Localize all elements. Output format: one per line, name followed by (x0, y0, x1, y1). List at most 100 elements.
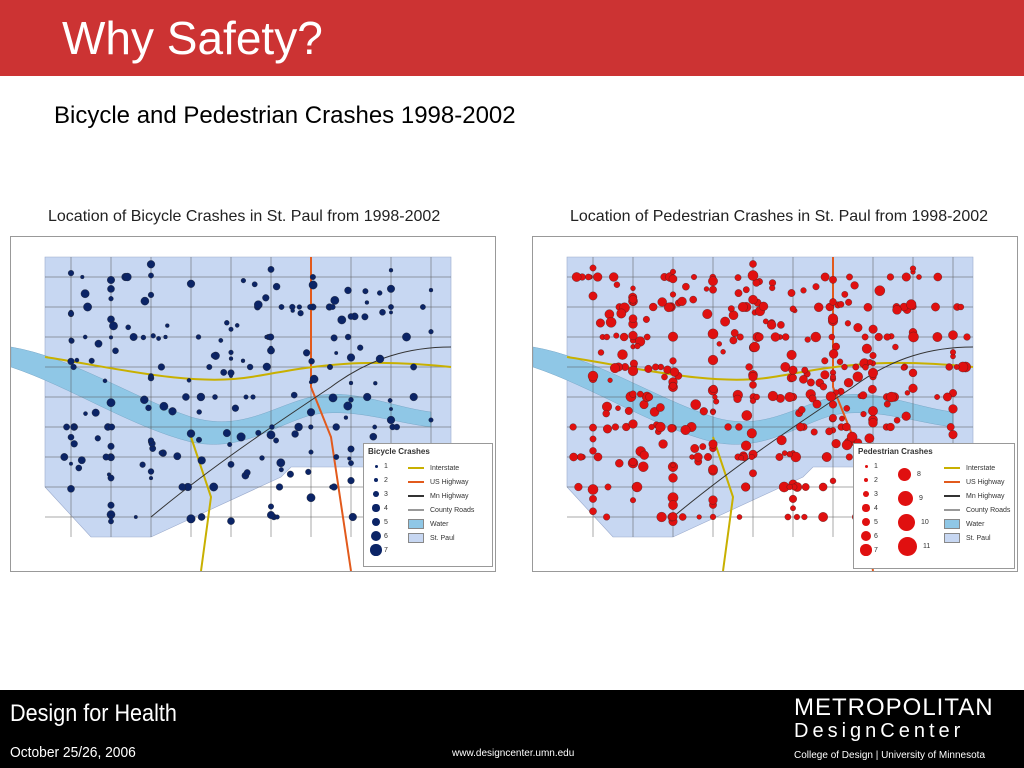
crash-marker (727, 305, 735, 313)
crash-marker (836, 358, 844, 365)
crash-marker (828, 349, 839, 359)
legend-line-swatch-icon (408, 481, 424, 483)
crash-marker (274, 514, 280, 520)
legend-marker-icon (898, 536, 917, 556)
legend-marker-icon (863, 477, 869, 483)
crash-marker (874, 332, 883, 342)
crash-marker (63, 423, 70, 431)
crash-marker (255, 429, 262, 436)
crash-marker (837, 301, 845, 308)
crash-marker (814, 302, 824, 312)
crash-marker (178, 483, 187, 491)
crash-marker (827, 313, 839, 324)
crash-marker (109, 321, 118, 331)
crash-marker (776, 435, 787, 446)
footer-url[interactable]: www.designcenter.umn.edu (452, 748, 575, 759)
crash-marker (347, 445, 355, 453)
crash-marker (186, 279, 196, 288)
crash-marker (628, 330, 638, 341)
crash-marker (308, 424, 314, 430)
legend-marker-icon (373, 491, 379, 497)
crash-marker (784, 513, 792, 521)
crash-marker (209, 482, 219, 492)
crash-marker (830, 373, 836, 380)
crash-marker (663, 302, 674, 313)
crash-marker (330, 334, 338, 342)
crash-marker (709, 384, 718, 393)
crash-marker (886, 273, 894, 281)
legend-size-row: 5 (860, 516, 878, 528)
crash-marker (140, 395, 149, 404)
crash-marker (649, 302, 658, 312)
crash-marker (629, 390, 637, 398)
legend-marker-icon (374, 464, 378, 468)
crash-marker (736, 333, 744, 341)
crash-marker (246, 363, 254, 371)
crash-marker (893, 417, 901, 424)
legend-line-label: US Highway (966, 478, 1005, 486)
legend-line-label: Interstate (966, 464, 996, 472)
crash-marker (80, 289, 90, 299)
crash-marker (682, 282, 690, 291)
crash-marker (708, 439, 718, 449)
crash-marker (123, 272, 132, 282)
crash-marker (428, 417, 434, 423)
crash-marker (818, 512, 828, 522)
crash-marker (934, 394, 940, 400)
crash-marker (861, 333, 869, 341)
crash-marker (186, 378, 192, 383)
crash-marker (845, 298, 853, 306)
crash-marker (296, 304, 302, 310)
crash-marker (946, 423, 955, 431)
crash-marker (375, 354, 385, 364)
crash-marker (593, 272, 603, 282)
crash-marker (820, 272, 830, 282)
legend-line-row: Interstate (408, 462, 459, 474)
crash-marker (767, 390, 778, 402)
crash-marker (631, 481, 643, 493)
legend-line-row: County Roads (408, 504, 474, 516)
crash-marker (107, 474, 115, 482)
legend-size-label: 8 (917, 470, 921, 478)
legend-line-label: St. Paul (966, 534, 991, 542)
crash-marker (571, 272, 582, 282)
crash-marker (197, 456, 206, 465)
legend-marker-icon (898, 490, 913, 506)
crash-marker (669, 357, 677, 365)
crash-marker (908, 383, 918, 393)
crash-marker (829, 477, 837, 485)
crash-marker (749, 381, 757, 389)
crash-marker (206, 364, 213, 370)
crash-marker (852, 363, 860, 371)
legend-marker-icon (861, 531, 871, 541)
crash-marker (755, 332, 764, 342)
crash-marker (307, 304, 314, 310)
crash-marker (91, 408, 100, 417)
crash-marker (748, 454, 755, 460)
legend-marker-icon (371, 517, 381, 527)
crash-marker (841, 439, 853, 451)
crash-marker (146, 260, 156, 269)
crash-marker (753, 393, 760, 401)
crash-marker (603, 333, 610, 341)
crash-marker (240, 358, 246, 363)
crash-marker (770, 332, 781, 342)
legend-line-row: Interstate (944, 462, 995, 474)
crash-marker (829, 275, 837, 284)
crash-marker (140, 296, 150, 306)
crash-marker (853, 323, 863, 333)
crash-marker (801, 366, 809, 374)
crash-marker (347, 313, 355, 320)
crash-marker (163, 334, 168, 340)
crash-marker (786, 451, 793, 458)
crash-marker (841, 363, 848, 371)
crash-marker (799, 375, 808, 384)
crash-marker (409, 392, 418, 402)
crash-marker (637, 390, 644, 398)
crash-marker (212, 394, 218, 400)
crash-marker (630, 497, 636, 504)
legend-line-swatch-icon (944, 495, 960, 497)
crash-marker (108, 335, 114, 340)
brand-logo-line2: DesignCenter (794, 720, 965, 742)
crash-marker (658, 439, 668, 449)
